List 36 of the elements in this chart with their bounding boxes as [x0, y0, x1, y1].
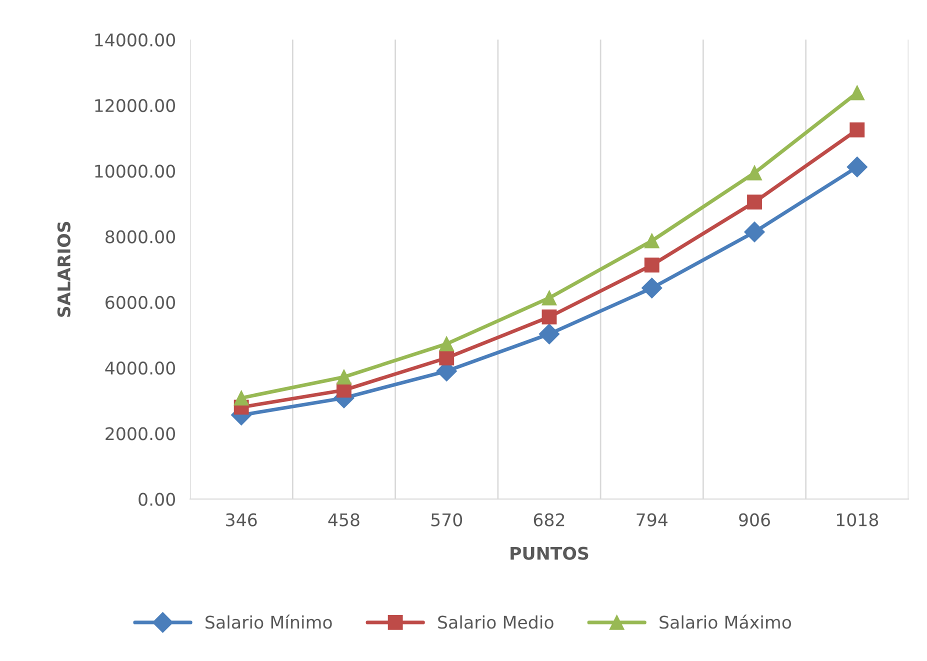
point [850, 85, 865, 100]
x-tick-label: 1018 [836, 513, 878, 526]
point [336, 370, 352, 384]
y-tick-label: 14000.00 [95, 33, 175, 47]
x-axis-title: PUNTOS [510, 546, 588, 560]
point [234, 390, 249, 406]
point [538, 324, 560, 344]
point [439, 350, 454, 366]
x-tick-label: 458 [328, 513, 360, 526]
legend-label: Salario Máximo [660, 614, 792, 629]
x-tick-label: 906 [739, 513, 770, 526]
point [642, 278, 662, 298]
y-tick-label: 6000.00 [106, 296, 175, 310]
y-tick-label: 4000.00 [105, 362, 175, 375]
point [644, 233, 660, 248]
point [850, 122, 865, 138]
point [542, 290, 557, 306]
point [542, 309, 557, 324]
x-tick-label: 570 [431, 513, 462, 526]
point [747, 194, 762, 210]
y-tick-label: 0.00 [138, 492, 175, 506]
point [439, 336, 454, 352]
legend-label: Salario Mínimo [206, 614, 332, 629]
x-tick-label: 794 [636, 513, 668, 526]
point [644, 258, 660, 273]
y-tick-label: 2000.00 [106, 427, 175, 440]
y-axis-title: SALARIOS [57, 222, 70, 317]
point [747, 165, 762, 180]
y-tick-label: 12000.00 [95, 99, 175, 112]
y-tick-label: 8000.00 [106, 230, 175, 244]
point [744, 222, 765, 242]
x-tick-label: 682 [534, 513, 564, 526]
y-tick-label: 10000.00 [95, 164, 175, 178]
x-tick-label: 346 [226, 513, 257, 526]
point [846, 156, 868, 178]
legend-label: Salario Medio [438, 615, 554, 629]
